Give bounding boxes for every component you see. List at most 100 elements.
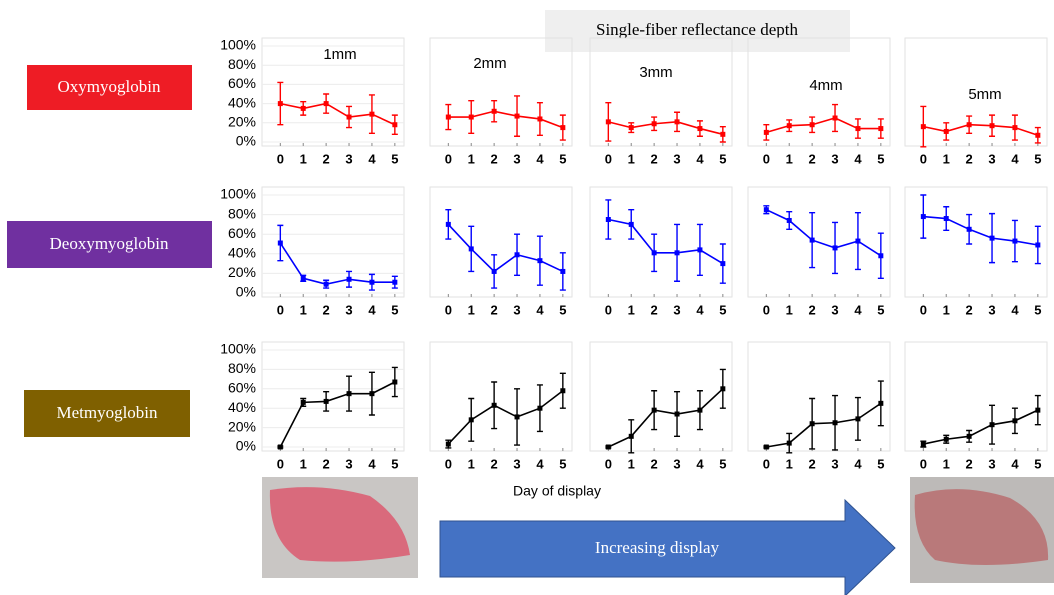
x-tick-label: 4 [854, 151, 862, 166]
data-point [628, 433, 634, 439]
x-tick-label: 5 [559, 302, 566, 317]
y-tick-label: 40% [228, 399, 256, 415]
x-tick-label: 3 [513, 151, 520, 166]
data-point [697, 126, 703, 132]
data-point [920, 214, 926, 220]
data-point [943, 216, 949, 222]
row-label-box [24, 390, 190, 437]
data-point [697, 247, 703, 253]
x-tick-label: 2 [809, 151, 816, 166]
data-point [786, 123, 792, 129]
data-point [277, 101, 283, 107]
x-tick-label: 4 [368, 302, 376, 317]
chart-title: 1mm [323, 46, 356, 63]
chart-title: 3mm [639, 64, 672, 81]
y-tick-label: 100% [220, 37, 256, 53]
chart-title: 4mm [809, 77, 842, 94]
y-tick-label: 0% [236, 284, 256, 300]
x-tick-label: 2 [491, 302, 498, 317]
data-point [605, 119, 611, 125]
data-point [855, 126, 861, 132]
x-tick-label: 1 [628, 302, 635, 317]
data-point [966, 122, 972, 128]
x-tick-label: 3 [513, 456, 520, 471]
data-point [1012, 238, 1018, 244]
x-axis-label: Day of display [513, 483, 601, 499]
y-tick-label: 40% [228, 94, 256, 110]
data-point [809, 421, 815, 427]
x-tick-label: 1 [786, 456, 793, 471]
x-tick-label: 5 [391, 456, 398, 471]
row-label: Deoxymyoglobin [50, 234, 169, 253]
data-point [491, 268, 497, 274]
data-point [651, 250, 657, 256]
y-tick-label: 20% [228, 114, 256, 130]
data-point [605, 217, 611, 222]
x-tick-label: 3 [831, 456, 838, 471]
chart-title: 5mm [968, 86, 1001, 103]
x-tick-label: 3 [988, 456, 995, 471]
x-tick-label: 2 [491, 456, 498, 471]
x-tick-label: 0 [920, 302, 927, 317]
x-tick-label: 0 [763, 456, 770, 471]
x-tick-label: 5 [559, 151, 566, 166]
x-tick-label: 0 [277, 151, 284, 166]
data-point [445, 114, 451, 120]
x-tick-label: 2 [966, 151, 973, 166]
data-line [766, 402, 882, 448]
data-point [514, 414, 520, 420]
data-point [1035, 132, 1041, 138]
data-point [346, 276, 352, 282]
data-line [608, 121, 724, 136]
data-point [323, 398, 329, 404]
data-line [923, 123, 1039, 137]
x-tick-label: 1 [786, 151, 793, 166]
data-line [607, 388, 724, 448]
x-tick-label: 0 [445, 302, 452, 317]
data-line [447, 223, 564, 273]
x-tick-label: 4 [854, 302, 862, 317]
x-tick-label: 1 [300, 151, 307, 166]
y-tick-label: 0% [236, 133, 256, 149]
x-tick-label: 2 [966, 456, 973, 471]
data-point [674, 411, 680, 417]
data-point [920, 441, 926, 447]
y-tick-label: 40% [228, 245, 256, 261]
data-point [392, 122, 398, 128]
data-point [514, 113, 520, 119]
y-tick-label: 80% [228, 205, 256, 221]
data-point [720, 261, 726, 267]
x-tick-label: 4 [1011, 456, 1019, 471]
data-line [280, 102, 396, 126]
y-tick-label: 20% [228, 264, 256, 280]
data-line [765, 208, 882, 257]
data-point [537, 405, 543, 411]
plot-frame [261, 37, 405, 147]
data-point [855, 238, 861, 244]
data-line [608, 218, 724, 265]
data-point [277, 240, 283, 246]
x-tick-label: 5 [1034, 302, 1041, 317]
data-point [628, 221, 634, 227]
data-point [720, 131, 726, 137]
x-tick-label: 0 [445, 151, 452, 166]
header-box [545, 10, 850, 52]
data-point [468, 417, 474, 423]
data-point [763, 129, 769, 135]
data-point [537, 258, 543, 264]
x-tick-label: 3 [988, 151, 995, 166]
y-tick-label: 20% [228, 418, 256, 434]
data-line [279, 381, 396, 448]
x-tick-label: 2 [651, 151, 658, 166]
data-point [392, 379, 398, 385]
y-tick-label: 80% [228, 360, 256, 376]
x-tick-label: 2 [809, 302, 816, 317]
x-tick-label: 0 [605, 151, 612, 166]
data-point [966, 433, 972, 439]
data-point [277, 444, 283, 450]
data-point [989, 123, 995, 129]
x-tick-label: 2 [323, 302, 330, 317]
data-point [720, 386, 726, 392]
x-tick-label: 5 [719, 302, 726, 317]
x-tick-label: 1 [468, 456, 475, 471]
